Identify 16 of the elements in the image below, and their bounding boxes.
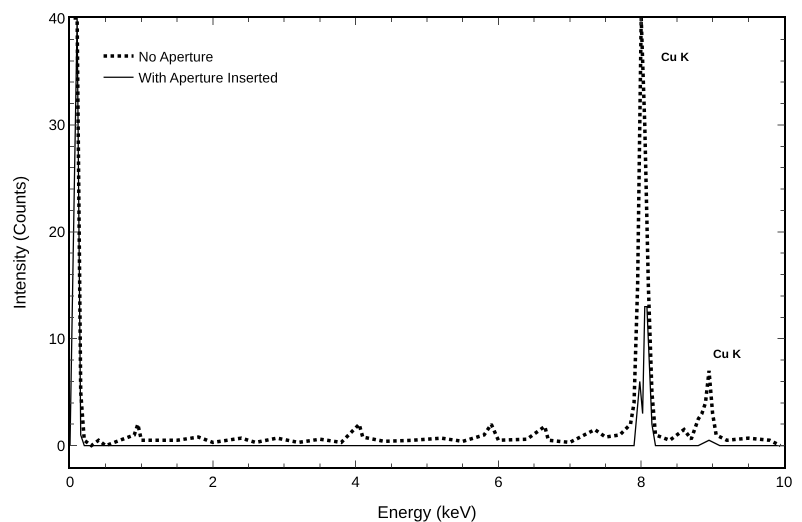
- x-tick-label: 2: [208, 474, 217, 491]
- x-axis-title: Energy (keV): [377, 503, 477, 522]
- y-tick-label: 0: [56, 438, 66, 455]
- y-tick-label: 40: [48, 10, 66, 28]
- x-tick-label: 4: [351, 474, 360, 491]
- y-tick-label: 10: [48, 330, 66, 348]
- legend-label: With Aperture Inserted: [138, 70, 278, 86]
- y-tick-label: 30: [48, 117, 66, 134]
- annotation: Cu K: [661, 50, 690, 64]
- annotation: Cu K: [713, 347, 742, 361]
- y-axis-title: Intensity (Counts): [10, 176, 30, 310]
- y-tick-label: 20: [48, 224, 66, 242]
- x-tick-label: 6: [494, 474, 503, 491]
- x-tick-label: 8: [637, 474, 646, 491]
- x-tick-label: 10: [776, 474, 792, 491]
- legend-label: No Aperture: [138, 48, 214, 65]
